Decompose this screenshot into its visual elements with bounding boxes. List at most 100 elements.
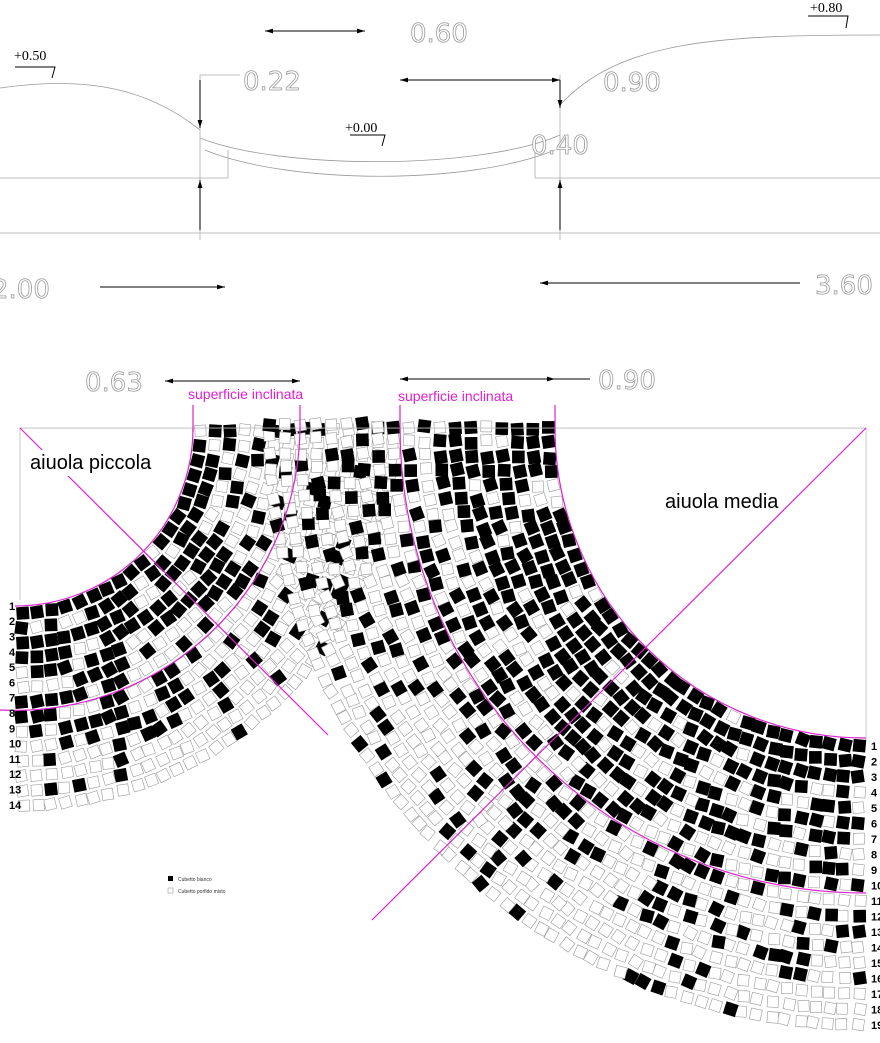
- cube: [144, 772, 160, 788]
- cube: [781, 982, 793, 995]
- cube: [686, 687, 705, 705]
- cube: [432, 717, 449, 734]
- cube: [541, 434, 556, 449]
- cube: [439, 728, 457, 745]
- cube: [95, 615, 113, 633]
- cube: [581, 822, 597, 839]
- cube: [510, 573, 527, 590]
- cube: [83, 620, 100, 637]
- cube: [512, 450, 525, 464]
- cube: [244, 583, 262, 601]
- cube: [709, 950, 724, 965]
- cube: [100, 725, 115, 741]
- cube: [537, 724, 554, 741]
- cube: [613, 878, 630, 895]
- cube: [322, 546, 339, 563]
- cube: [764, 755, 781, 772]
- row-number: 10: [9, 739, 21, 751]
- cube: [434, 590, 450, 607]
- cube: [30, 664, 44, 679]
- cube: [84, 604, 101, 621]
- cube: [298, 575, 314, 592]
- cube: [266, 491, 281, 506]
- cube: [839, 878, 853, 892]
- cube: [793, 841, 809, 857]
- cube: [383, 666, 400, 683]
- cube: [468, 479, 481, 492]
- cube: [176, 495, 193, 512]
- cube: [115, 720, 131, 736]
- cube: [724, 792, 739, 807]
- cube: [327, 562, 341, 576]
- cube: [626, 885, 643, 901]
- cube: [521, 912, 538, 929]
- cube: [601, 607, 619, 626]
- cube: [526, 449, 542, 465]
- cube: [574, 648, 592, 666]
- cube: [397, 520, 410, 533]
- cube: [250, 599, 269, 617]
- cube: [707, 981, 722, 997]
- cube: [613, 668, 630, 685]
- cube: [536, 675, 553, 692]
- cube: [504, 505, 520, 521]
- cube: [388, 463, 402, 477]
- cube: [552, 839, 569, 857]
- cube: [488, 689, 507, 708]
- cube: [282, 490, 296, 505]
- cube: [667, 952, 684, 969]
- cube: [511, 532, 528, 549]
- cube: [143, 564, 162, 583]
- cube: [497, 463, 511, 477]
- cube: [609, 765, 627, 784]
- cube: [510, 435, 525, 450]
- cube: [499, 897, 516, 914]
- cube: [501, 491, 516, 506]
- cube: [691, 944, 707, 961]
- cube: [682, 721, 699, 738]
- cube: [778, 855, 792, 869]
- cube: [151, 635, 168, 652]
- cube: [252, 572, 269, 589]
- cube: [574, 855, 592, 872]
- cube: [557, 785, 574, 801]
- cube: [153, 554, 172, 572]
- cube: [509, 520, 522, 534]
- cube: [568, 773, 586, 791]
- cube: [498, 677, 516, 695]
- cube: [553, 821, 571, 838]
- cube: [164, 543, 181, 560]
- cube: [589, 864, 606, 881]
- cube: [44, 647, 59, 663]
- cube: [752, 944, 769, 961]
- cube: [837, 737, 853, 753]
- cube: [523, 519, 541, 536]
- cube: [120, 583, 139, 601]
- cube: [175, 616, 193, 633]
- cube: [44, 723, 58, 736]
- cube: [513, 744, 531, 761]
- cube: [406, 643, 422, 659]
- cube: [455, 772, 473, 790]
- cube: [403, 806, 420, 823]
- cube: [135, 627, 153, 645]
- cube: [521, 508, 536, 523]
- cube: [83, 652, 100, 669]
- cube: [241, 560, 260, 578]
- cube: [423, 704, 440, 721]
- cube: [749, 783, 767, 801]
- cube: [539, 887, 556, 904]
- cube: [261, 678, 278, 696]
- cube: [31, 680, 44, 693]
- cube: [796, 796, 810, 809]
- cube: [611, 620, 630, 639]
- cube: [527, 663, 545, 682]
- dimension: 3.60: [815, 271, 873, 301]
- cube: [407, 678, 425, 697]
- cube: [268, 505, 283, 520]
- cube: [225, 494, 240, 509]
- cube: [571, 889, 588, 906]
- cube: [206, 705, 223, 722]
- cube: [619, 734, 637, 753]
- cube: [359, 489, 374, 504]
